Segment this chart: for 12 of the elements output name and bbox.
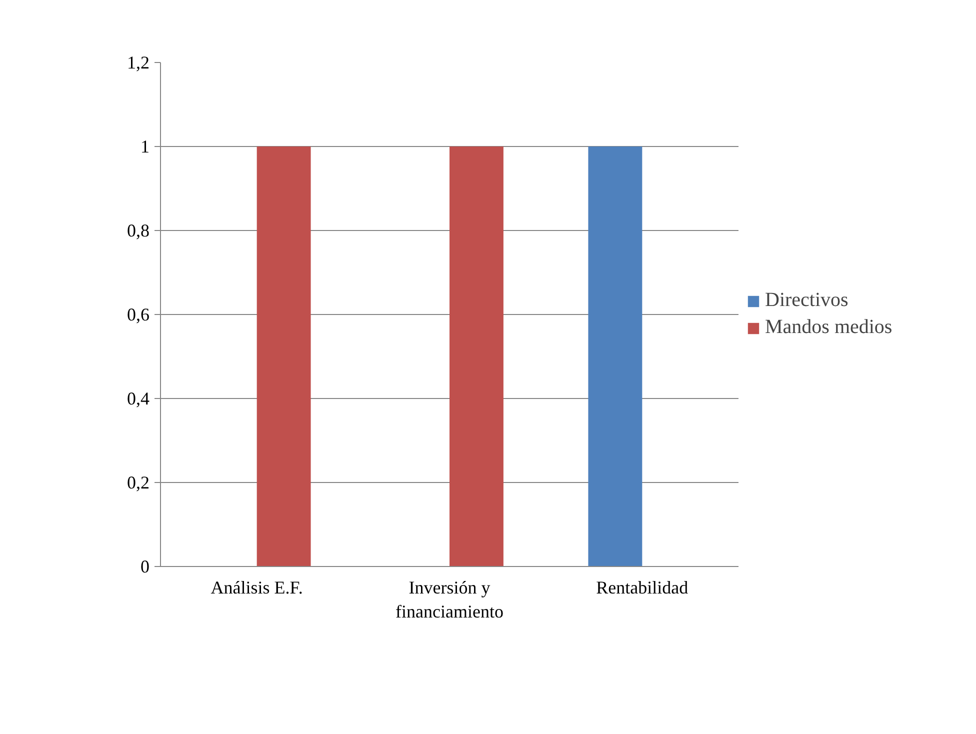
x-tick-label: Rentabilidad — [596, 578, 688, 598]
legend-label: Mandos medios — [765, 316, 892, 339]
x-tick-label: Inversión y financiamiento — [396, 578, 504, 622]
y-tick-label: 1,2 — [127, 52, 150, 72]
legend-label: Directivos — [765, 289, 848, 312]
x-tick-label: Análisis E.F. — [210, 578, 303, 598]
y-tick-label: 1 — [140, 136, 150, 156]
y-tick-label: 0,2 — [127, 472, 150, 492]
y-tick-label: 0,4 — [127, 388, 150, 408]
y-tick-label: 0 — [140, 556, 150, 576]
y-tick-label: 0,6 — [127, 304, 150, 324]
y-tick-label: 0,8 — [127, 220, 150, 240]
